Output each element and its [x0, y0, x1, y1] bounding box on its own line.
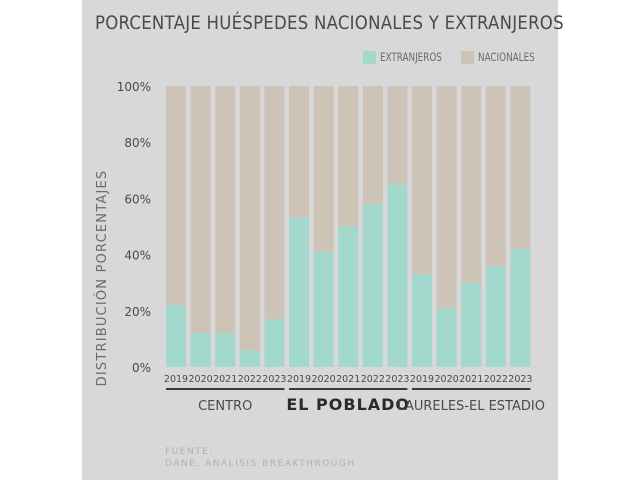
source-line-2: DANE. ANÁLISIS BREAKTHROUGH	[165, 459, 356, 469]
bar-extranjeros	[412, 274, 432, 367]
legend-label-extranjeros: EXTRANJEROS	[380, 50, 442, 64]
chart-title: PORCENTAJE HUÉSPEDES NACIONALES Y EXTRAN…	[95, 12, 564, 34]
bar-extranjeros	[485, 265, 506, 367]
bar-extranjeros	[264, 319, 285, 367]
bar-nacionales	[338, 86, 359, 227]
y-tick-label: 20%	[124, 305, 151, 319]
bar-extranjeros	[166, 305, 186, 367]
x-tick-label: 2022	[484, 374, 508, 385]
group-label: EL POBLADO	[286, 395, 410, 414]
bar-nacionales	[289, 86, 309, 219]
x-tick-label: 2023	[262, 374, 286, 385]
bar-extranjeros	[436, 307, 457, 367]
bar-nacionales	[510, 86, 531, 249]
x-tick-label: 2019	[410, 374, 434, 385]
bar-nacionales	[264, 86, 285, 320]
x-tick-label: 2022	[361, 374, 385, 385]
x-tick-label: 2019	[164, 374, 188, 385]
group-label: CENTRO	[198, 399, 252, 414]
x-tick-label: 2021	[213, 374, 237, 385]
x-tick-label: 2020	[312, 374, 336, 385]
bar-nacionales	[436, 86, 457, 308]
x-tick-label: 2023	[508, 374, 532, 385]
y-axis: 0% 20% 40% 60% 80% 100%	[117, 80, 151, 375]
source-line-1: FUENTE:	[165, 447, 214, 457]
group-label: LAURELES-EL ESTADIO	[397, 399, 545, 414]
bar-extranjeros	[387, 184, 408, 367]
legend-swatch-nacionales	[461, 50, 474, 64]
bar-extranjeros	[338, 226, 359, 367]
bar-extranjeros	[289, 218, 309, 367]
y-tick-label: 0%	[132, 361, 151, 375]
bar-nacionales	[166, 86, 186, 306]
bar-nacionales	[412, 86, 432, 275]
y-tick-label: 80%	[124, 136, 151, 150]
x-tick-label: 2019	[287, 374, 311, 385]
x-tick-label: 2021	[336, 374, 360, 385]
legend-extranjeros: EXTRANJEROS	[363, 50, 453, 64]
bar-extranjeros	[239, 350, 260, 367]
bar-nacionales	[313, 86, 334, 252]
y-tick-label: 60%	[124, 192, 151, 206]
x-axis: 2019 2020 2021 2022 2023 2019 2020 2021 2022 2023…	[164, 374, 533, 385]
bar-extranjeros	[313, 251, 334, 367]
y-tick-label: 40%	[124, 249, 151, 263]
bar-extranjeros	[510, 248, 531, 367]
bar-extranjeros	[461, 282, 482, 367]
legend-nacionales: NACIONALES	[461, 50, 545, 64]
bar-extranjeros	[190, 333, 211, 367]
bar-nacionales	[190, 86, 211, 334]
x-tick-label: 2020	[189, 374, 213, 385]
bar-nacionales	[362, 86, 383, 205]
bars	[166, 86, 531, 367]
bar-nacionales	[215, 86, 236, 334]
bar-nacionales	[461, 86, 482, 283]
source-note: FUENTE: DANE. ANÁLISIS BREAKTHROUGH	[165, 446, 356, 470]
x-tick-label: 2020	[435, 374, 459, 385]
bar-nacionales	[239, 86, 260, 351]
bar-extranjeros	[215, 333, 236, 367]
bar-nacionales	[485, 86, 506, 266]
x-tick-label: 2021	[459, 374, 483, 385]
bar-nacionales	[387, 86, 408, 185]
x-tick-label: 2023	[385, 374, 409, 385]
legend-label-nacionales: NACIONALES	[478, 50, 535, 64]
x-tick-label: 2022	[238, 374, 262, 385]
y-tick-label: 100%	[117, 80, 151, 94]
bar-extranjeros	[362, 204, 383, 367]
legend-swatch-extranjeros	[363, 50, 376, 64]
y-axis-label: DISTRIBUCIÓN PORCENTAJES	[94, 170, 110, 387]
